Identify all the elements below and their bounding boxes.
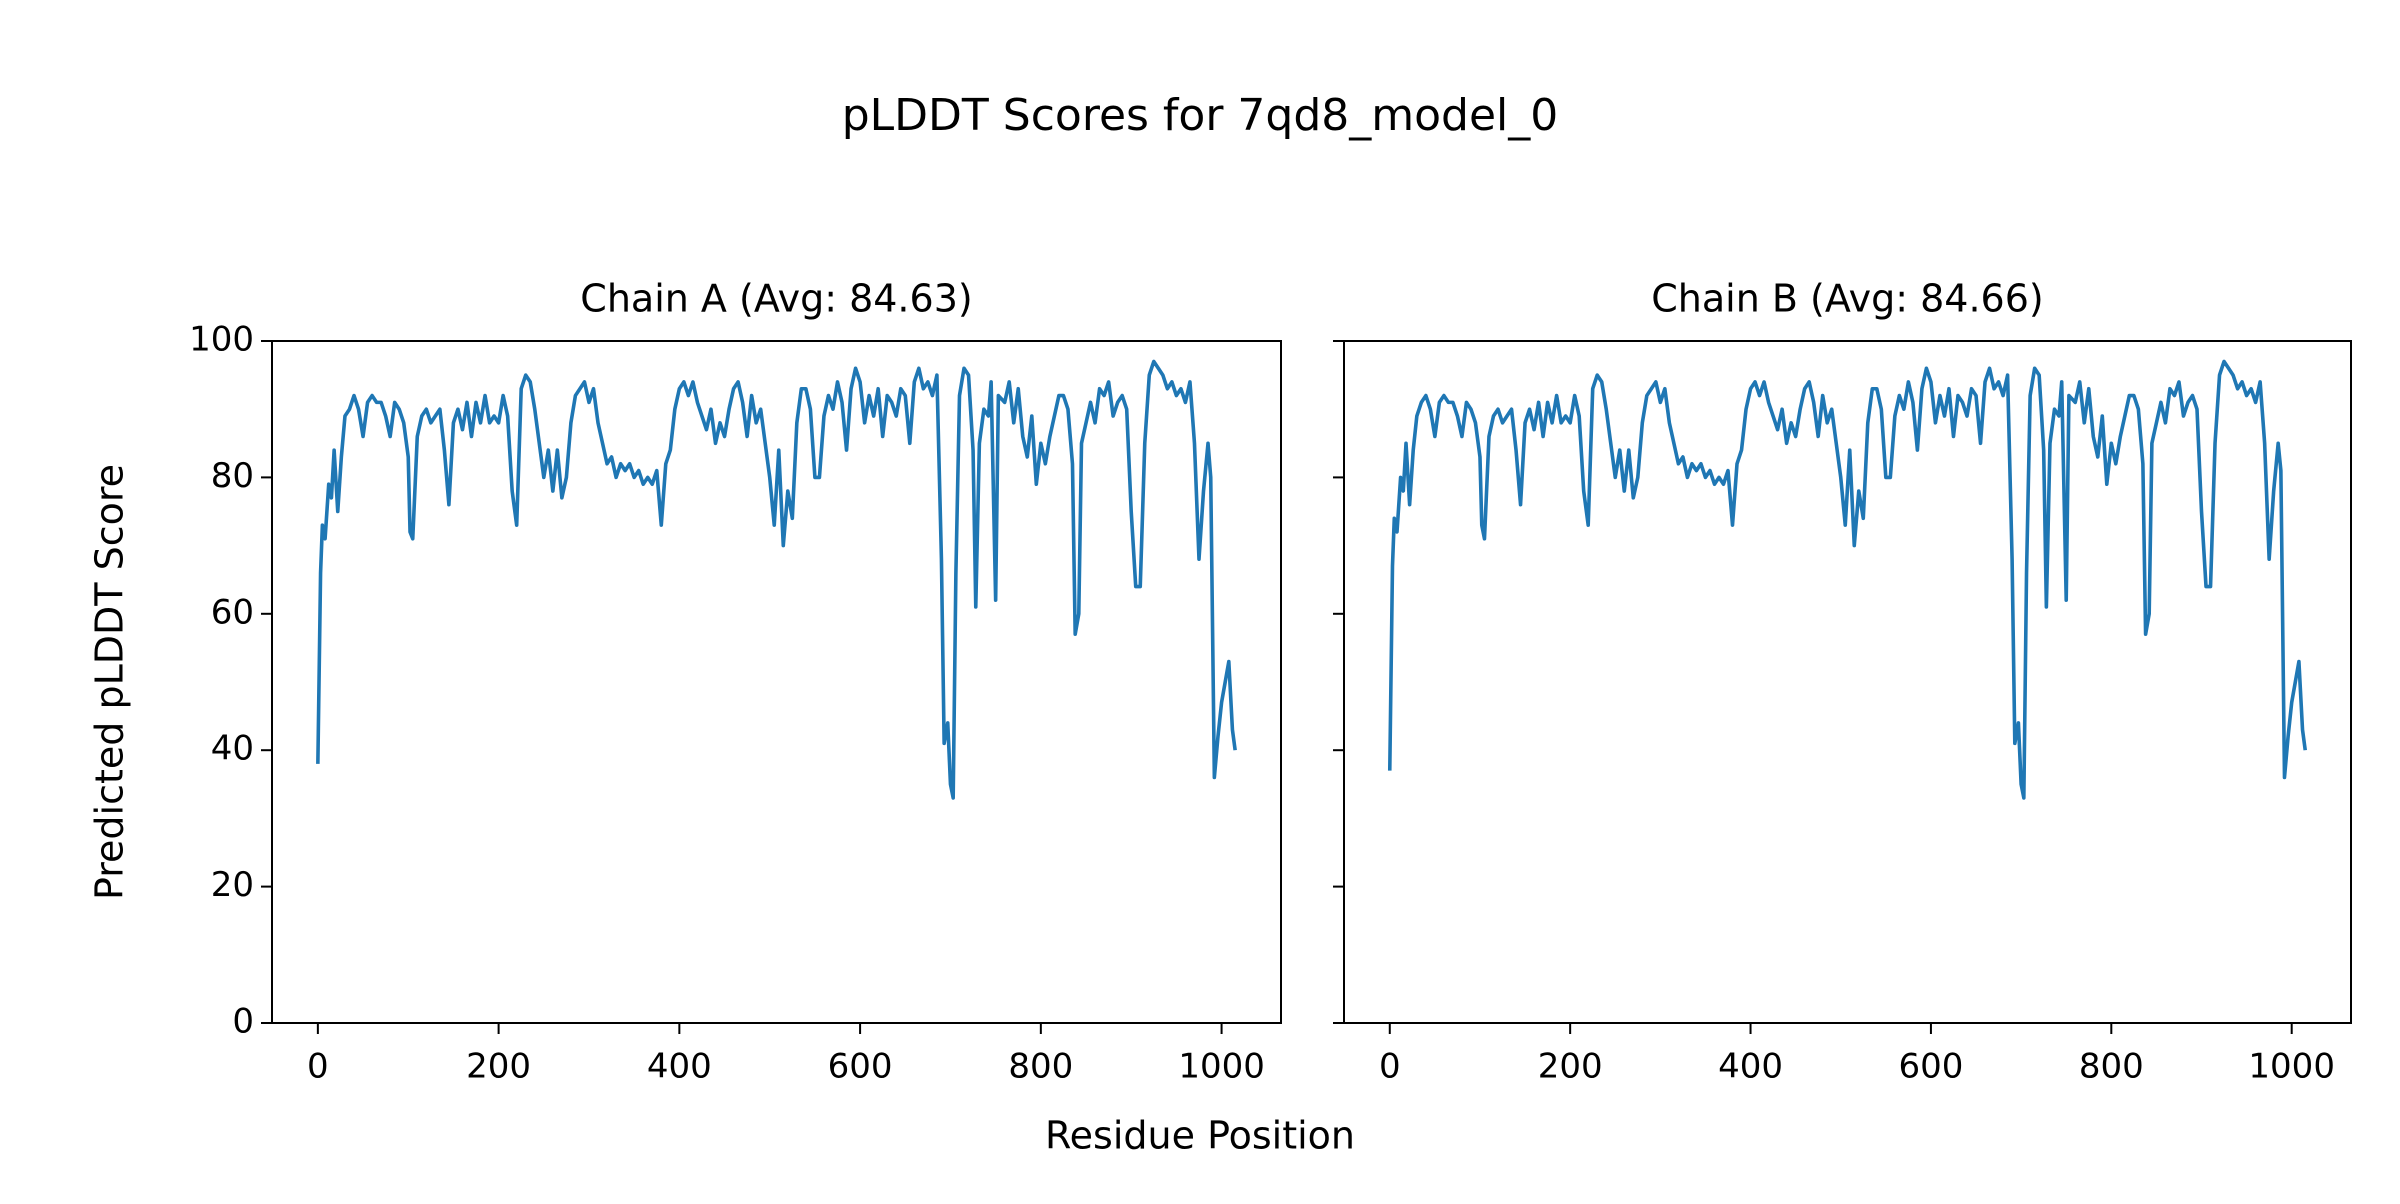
subplot-title: Chain B (Avg: 84.66) xyxy=(1651,277,2043,321)
subplot: Chain A (Avg: 84.63) 0 200 400 600 800 1000 0 20… xyxy=(88,277,1282,1087)
y-axis-label: Predicted pLDDT Score xyxy=(88,464,132,900)
x-tick-label: 1000 xyxy=(1178,1047,1265,1087)
x-tick-label: 800 xyxy=(2079,1047,2144,1087)
y-tick-label: 60 xyxy=(211,592,254,632)
axes-frame xyxy=(1343,340,2352,1024)
plot-area xyxy=(316,359,1237,800)
x-tick-label: 0 xyxy=(307,1047,329,1087)
x-tick-label: 400 xyxy=(1718,1047,1783,1087)
y-tick-label: 0 xyxy=(232,1002,254,1042)
x-axis-label: Residue Position xyxy=(1045,1114,1355,1158)
x-tick-label: 600 xyxy=(1898,1047,1963,1087)
y-tick-label: 80 xyxy=(211,456,254,496)
subplot-title: Chain A (Avg: 84.63) xyxy=(580,277,972,321)
subplot: Chain B (Avg: 84.66) 0 200 400 600 800 1000 xyxy=(1333,277,2352,1087)
data-line xyxy=(1387,359,2308,800)
axes-frame xyxy=(271,340,1282,1024)
x-tick-label: 200 xyxy=(1538,1047,1603,1087)
y-tick-label: 20 xyxy=(211,865,254,905)
y-tick-label: 40 xyxy=(211,729,254,769)
x-tick-label: 800 xyxy=(1008,1047,1073,1087)
plot-area xyxy=(1387,359,2308,800)
x-tick-label: 400 xyxy=(647,1047,712,1087)
data-line xyxy=(316,359,1237,800)
x-tick-label: 200 xyxy=(466,1047,531,1087)
x-tick-label: 1000 xyxy=(2248,1047,2335,1087)
y-tick-label: 100 xyxy=(189,320,254,360)
x-tick-label: 600 xyxy=(828,1047,893,1087)
x-tick-label: 0 xyxy=(1379,1047,1401,1087)
figure-title: pLDDT Scores for 7qd8_model_0 xyxy=(842,90,1559,141)
